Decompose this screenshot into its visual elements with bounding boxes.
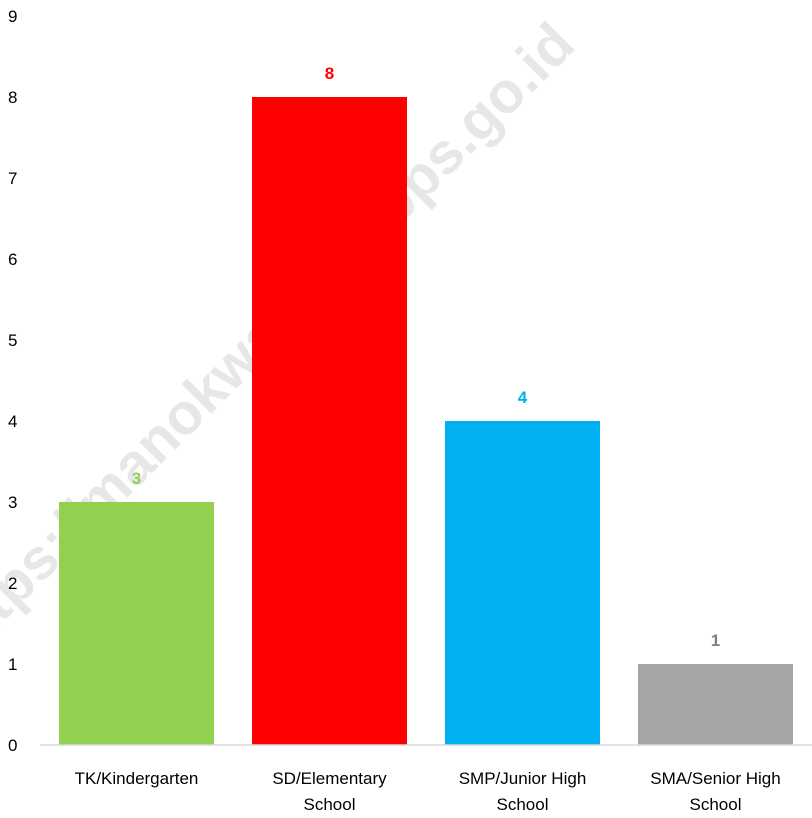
x-tick-label: SMA/Senior High	[650, 769, 780, 788]
x-tick-label: School	[690, 795, 742, 814]
y-tick-label: 6	[8, 250, 17, 269]
y-tick-label: 9	[8, 7, 17, 26]
y-axis: 0 1 2 3 4 5 6 7 8 9	[8, 7, 17, 755]
x-tick-label: School	[497, 795, 549, 814]
bar	[445, 421, 600, 745]
y-tick-label: 4	[8, 412, 17, 431]
y-tick-label: 3	[8, 493, 17, 512]
bar	[638, 664, 793, 745]
data-label: 1	[711, 631, 720, 650]
data-label: 4	[518, 388, 528, 407]
x-tick-label: TK/Kindergarten	[75, 769, 199, 788]
data-labels: 3 8 4 1	[132, 64, 720, 650]
x-tick-label: School	[304, 795, 356, 814]
y-tick-label: 8	[8, 88, 17, 107]
y-tick-label: 2	[8, 574, 17, 593]
x-tick-label: SMP/Junior High	[459, 769, 587, 788]
y-tick-label: 5	[8, 331, 17, 350]
y-tick-label: 0	[8, 736, 17, 755]
data-label: 8	[325, 64, 334, 83]
bars	[59, 97, 793, 745]
y-tick-label: 7	[8, 169, 17, 188]
bar	[252, 97, 407, 745]
x-tick-label: SD/Elementary	[272, 769, 387, 788]
bar	[59, 502, 214, 745]
data-label: 3	[132, 469, 141, 488]
x-axis: TK/Kindergarten SD/Elementary School SMP/Ju…	[40, 744, 812, 814]
y-tick-label: 1	[8, 655, 17, 674]
